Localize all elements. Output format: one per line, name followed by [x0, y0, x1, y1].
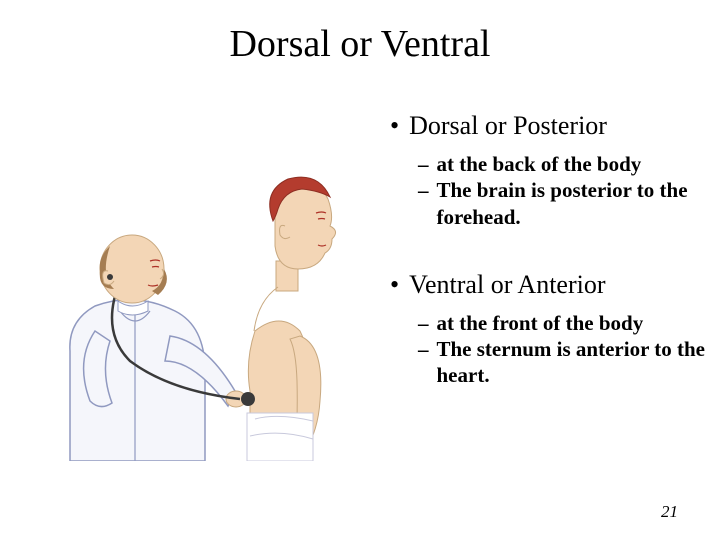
dash-icon: –: [418, 177, 429, 230]
medical-illustration: [40, 161, 380, 461]
subbullet-ventral-2-label: The sternum is anterior to the heart.: [437, 336, 720, 389]
bullet-ventral: • Ventral or Anterior: [390, 270, 720, 300]
dash-icon: –: [418, 336, 429, 389]
page-title: Dorsal or Ventral: [0, 0, 720, 66]
bullet-dorsal-label: Dorsal or Posterior: [409, 111, 607, 141]
subbullet-ventral-1-label: at the front of the body: [437, 310, 644, 336]
bullet-dot-icon: •: [390, 270, 399, 300]
page-number: 21: [661, 502, 678, 522]
subbullet-ventral-1: – at the front of the body: [418, 310, 720, 336]
content-row: • Dorsal or Posterior – at the back of t…: [0, 111, 720, 461]
bullet-dorsal: • Dorsal or Posterior: [390, 111, 720, 141]
dash-icon: –: [418, 151, 429, 177]
bullet-dot-icon: •: [390, 111, 399, 141]
dash-icon: –: [418, 310, 429, 336]
subbullet-dorsal-1-label: at the back of the body: [437, 151, 642, 177]
text-column: • Dorsal or Posterior – at the back of t…: [390, 111, 720, 461]
subbullet-dorsal-2: – The brain is posterior to the forehead…: [418, 177, 720, 230]
subbullet-ventral-2: – The sternum is anterior to the heart.: [418, 336, 720, 389]
subbullet-dorsal-2-label: The brain is posterior to the forehead.: [437, 177, 720, 230]
subbullet-dorsal-1: – at the back of the body: [418, 151, 720, 177]
bullet-ventral-label: Ventral or Anterior: [409, 270, 605, 300]
